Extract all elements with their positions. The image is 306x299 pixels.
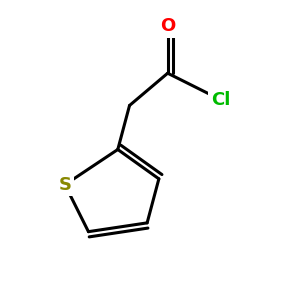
Text: Cl: Cl — [211, 91, 230, 109]
Text: O: O — [160, 17, 175, 35]
Text: S: S — [58, 176, 72, 194]
